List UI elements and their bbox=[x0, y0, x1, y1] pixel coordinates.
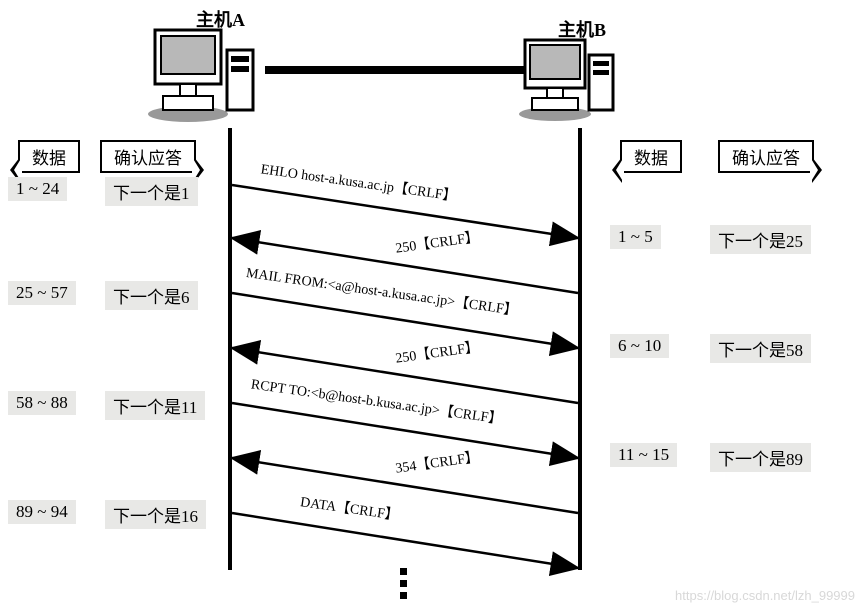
diagram-svg bbox=[0, 0, 861, 607]
host-b-icon bbox=[519, 40, 613, 121]
host-a-icon bbox=[148, 30, 253, 122]
continuation-dots bbox=[400, 568, 407, 599]
